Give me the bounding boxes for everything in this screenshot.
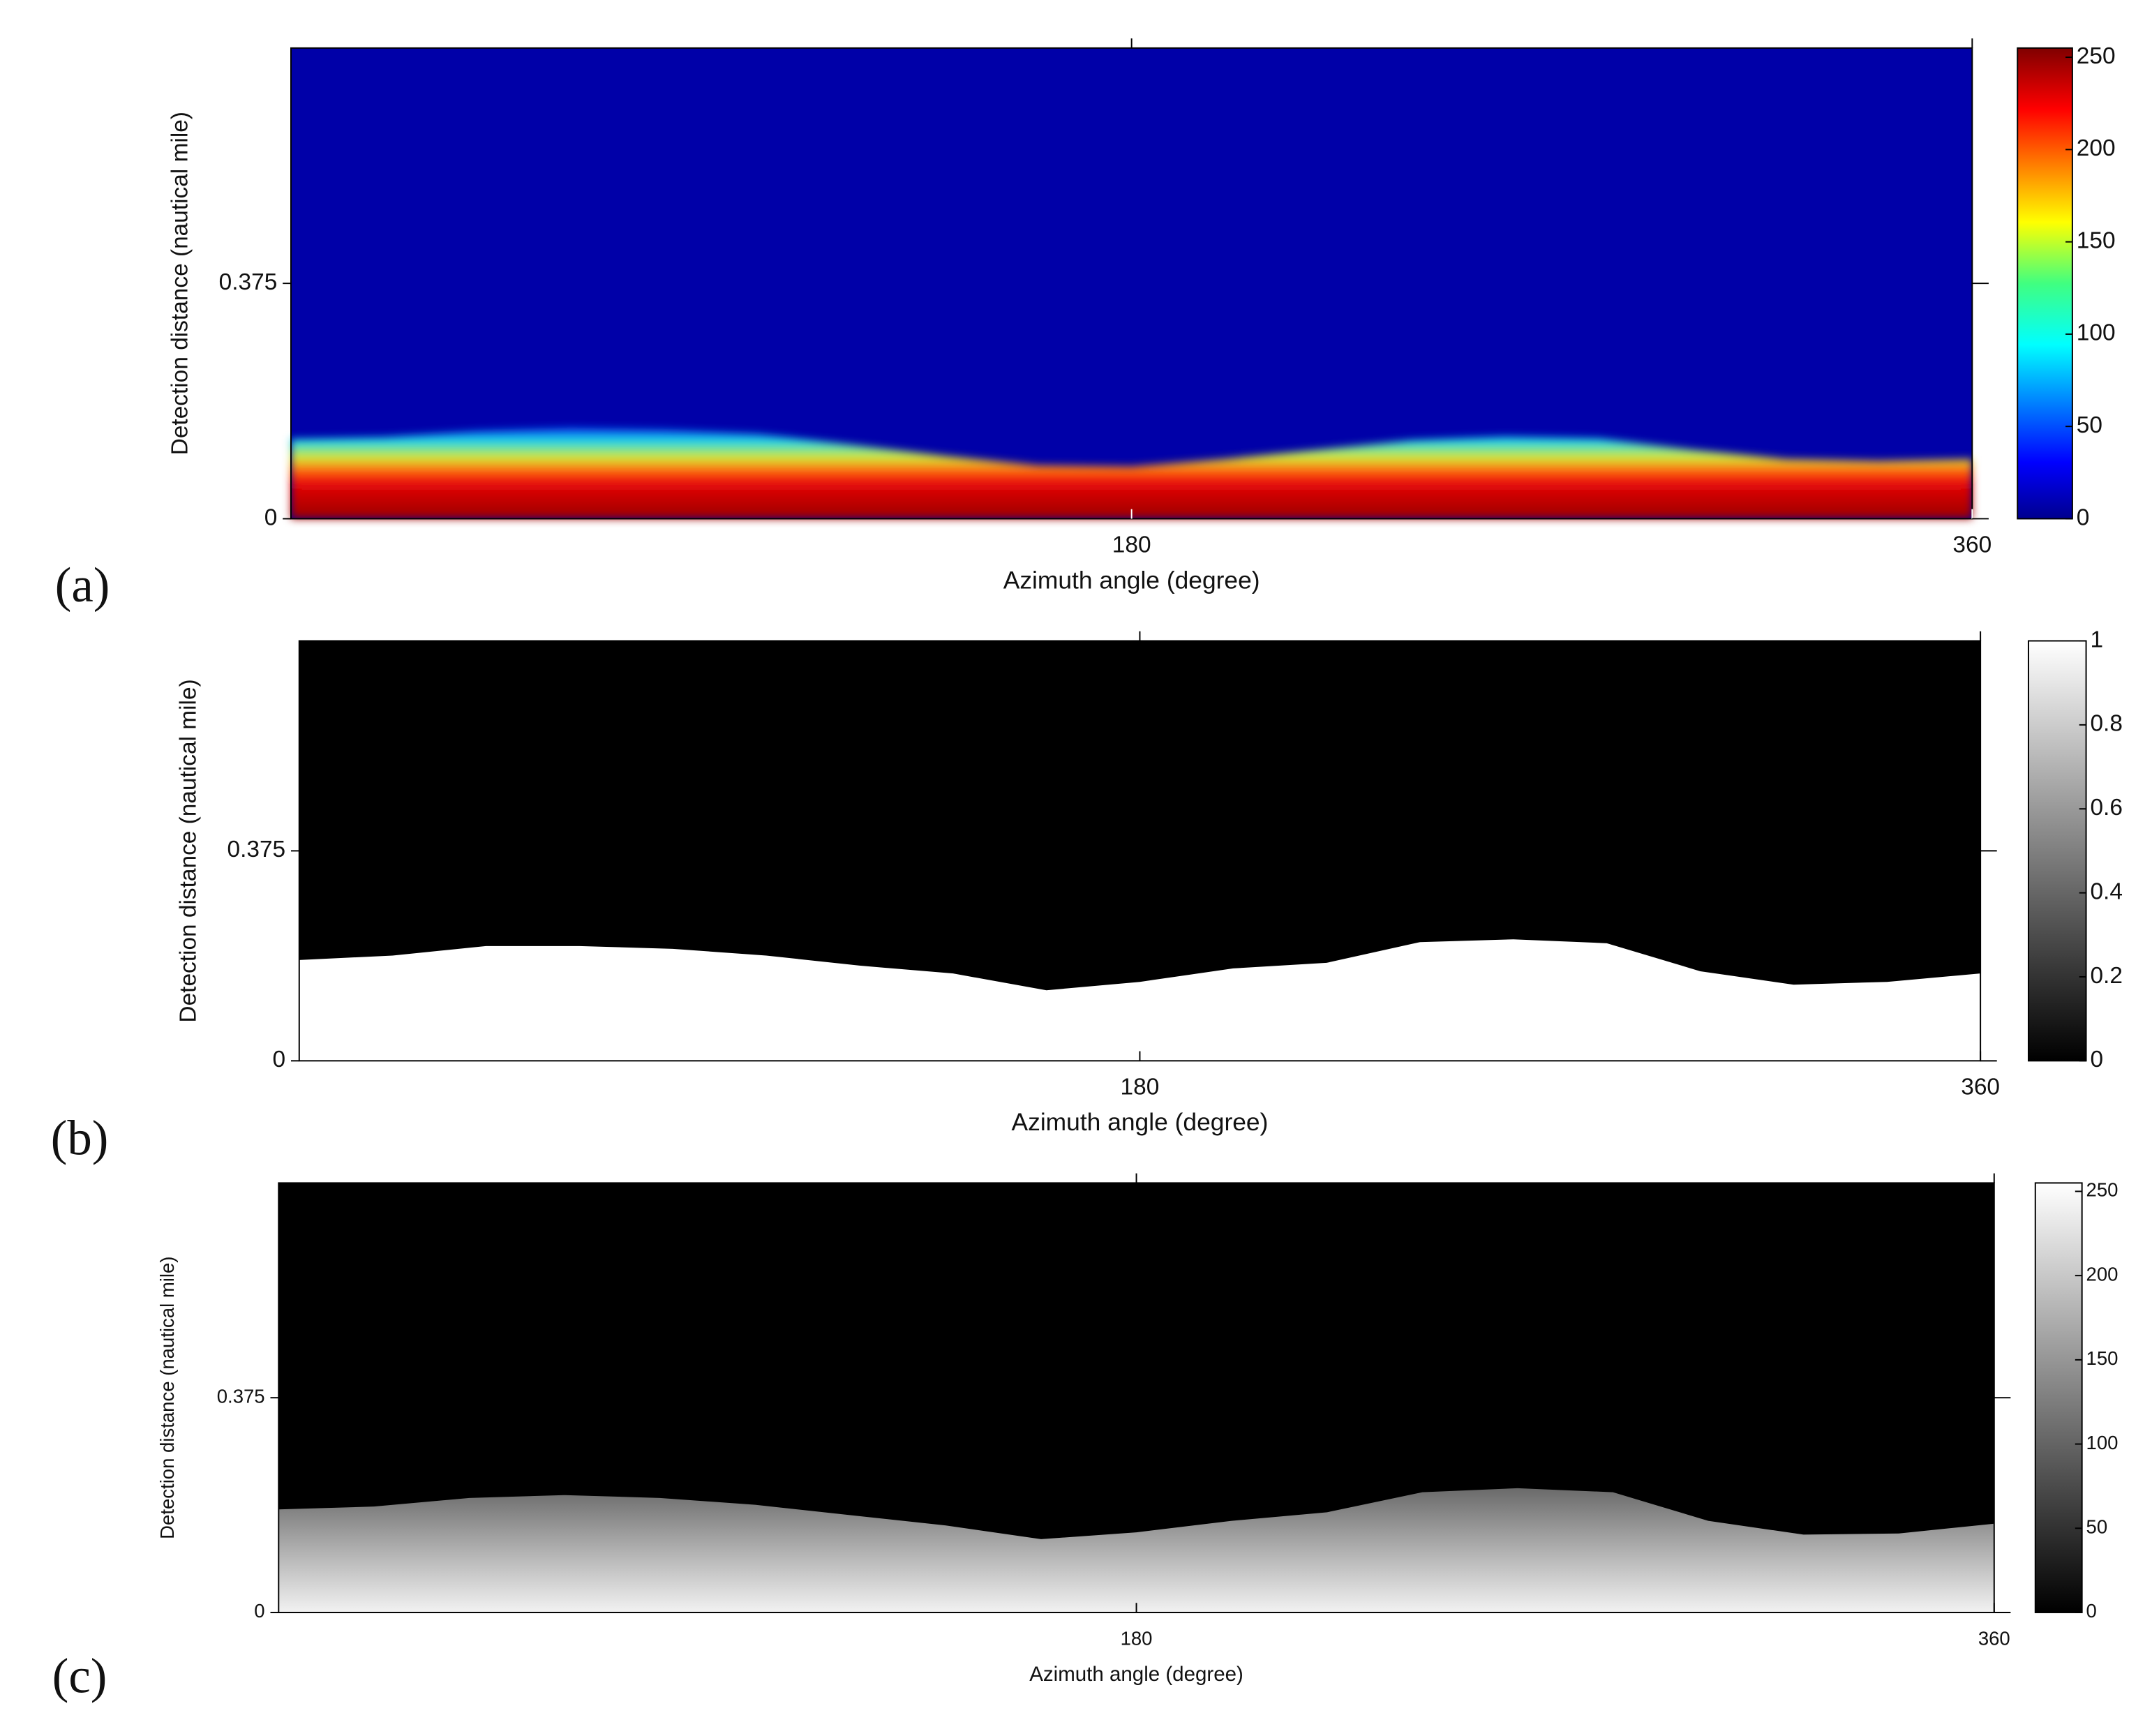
- colorbar-tick-label: 0: [2086, 1600, 2097, 1622]
- panel-label: (a): [55, 558, 110, 613]
- y-tick-label: 0: [264, 504, 278, 530]
- colorbar-tick-label: 200: [2077, 135, 2116, 161]
- intensity-area: [278, 1488, 1994, 1612]
- y-axis-label: Detection distance (nautical mile): [175, 679, 201, 1022]
- colorbar-tick-label: 50: [2077, 412, 2102, 438]
- x-axis-label: Azimuth angle (degree): [1012, 1108, 1269, 1136]
- colorbar-tick-label: 150: [2077, 227, 2116, 253]
- y-tick-label: 0: [273, 1047, 286, 1072]
- colorbar-tick-label: 250: [2077, 43, 2116, 69]
- y-axis-label: Detection distance (nautical mile): [167, 112, 193, 455]
- colorbar-tick-label: 250: [2086, 1179, 2119, 1201]
- x-axis-label: Azimuth angle (degree): [1029, 1663, 1243, 1686]
- x-tick-label: 180: [1121, 1074, 1160, 1100]
- colorbar-tick-label: 150: [2086, 1347, 2119, 1369]
- x-tick-label: 360: [1952, 532, 1992, 558]
- intensity-area: [290, 428, 1973, 519]
- colorbar-tick-label: 0.4: [2090, 878, 2122, 904]
- y-tick-label: 0.375: [227, 837, 285, 862]
- colorbar-tick-label: 50: [2086, 1516, 2108, 1538]
- colorbar-tick-label: 0.8: [2090, 711, 2122, 737]
- colorbar-tick-label: 0: [2090, 1047, 2103, 1072]
- colorbar-tick-label: 0.6: [2090, 795, 2122, 821]
- colorbar: [2017, 47, 2073, 520]
- colorbar-tick-label: 1: [2090, 627, 2103, 652]
- y-tick-label: 0: [254, 1600, 264, 1622]
- colorbar: [2027, 640, 2087, 1062]
- colorbar-tick-label: 200: [2086, 1263, 2119, 1285]
- intensity-area: [299, 939, 1981, 1061]
- y-tick-label: 0.375: [217, 1385, 265, 1407]
- x-tick-label: 180: [1121, 1628, 1153, 1649]
- x-tick-label: 360: [1978, 1628, 2010, 1649]
- x-tick-label: 360: [1961, 1074, 2000, 1100]
- panel-label: (b): [51, 1112, 109, 1166]
- colorbar-tick-label: 0: [2077, 504, 2090, 530]
- panel-label: (c): [52, 1649, 107, 1704]
- colorbar: [2034, 1182, 2083, 1613]
- colorbar-tick-label: 100: [2077, 320, 2116, 346]
- colorbar-tick-label: 100: [2086, 1432, 2119, 1453]
- x-tick-label: 180: [1112, 532, 1151, 558]
- y-axis-label: Detection distance (nautical mile): [156, 1257, 178, 1539]
- y-tick-label: 0.375: [219, 269, 278, 295]
- colorbar-tick-label: 0.2: [2090, 963, 2122, 989]
- x-axis-label: Azimuth angle (degree): [1003, 566, 1260, 594]
